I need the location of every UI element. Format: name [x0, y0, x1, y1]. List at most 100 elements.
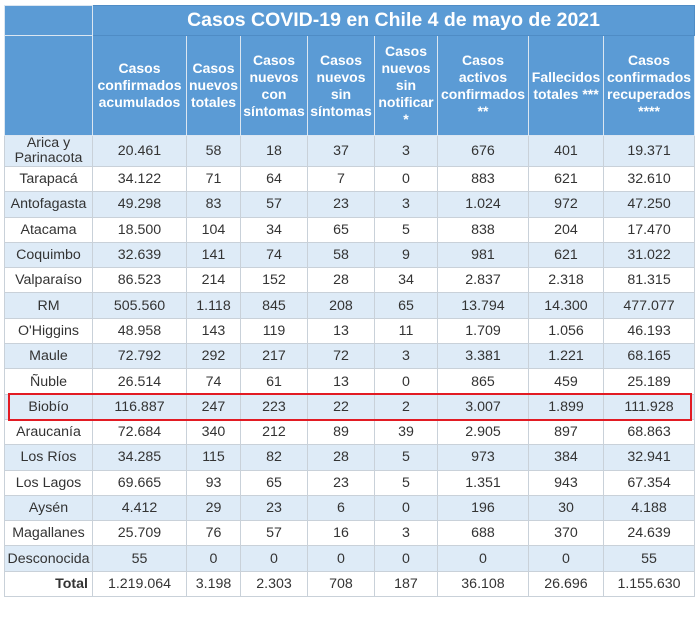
- table-row: Coquimbo 32.639 141 74 58 9 981 621 31.022: [4, 241, 696, 269]
- value-cell: 0: [374, 545, 438, 572]
- column-header: Casos nuevos totales: [186, 35, 241, 136]
- region-cell: Antofagasta: [4, 191, 93, 218]
- value-cell: 57: [240, 520, 308, 547]
- region-cell: Atacama: [4, 216, 93, 243]
- covid-cases-table: Casos COVID-19 en Chile 4 de mayo de 202…: [4, 5, 696, 598]
- value-cell: 82: [240, 444, 308, 471]
- value-cell: 18.500: [92, 216, 187, 243]
- value-cell: 65: [307, 216, 375, 243]
- value-cell: 119: [240, 317, 308, 345]
- value-cell: 19.371: [602, 135, 696, 167]
- value-cell: 0: [437, 545, 529, 572]
- value-cell: 32.610: [602, 165, 696, 193]
- column-header: Casos nuevos sin síntomas: [307, 35, 375, 136]
- value-cell: 65: [240, 469, 308, 496]
- value-cell: 0: [374, 368, 438, 395]
- value-cell: 1.351: [437, 469, 529, 496]
- value-cell: 477.077: [602, 292, 696, 319]
- column-header: Casos confirmados recuperados ****: [602, 35, 696, 136]
- value-cell: 1.024: [437, 191, 529, 218]
- region-header-cell: [4, 35, 93, 136]
- value-cell: 67.354: [602, 469, 696, 496]
- value-cell: 32.941: [602, 444, 696, 471]
- region-cell: Valparaíso: [4, 267, 93, 294]
- total-value-cell: 708: [307, 570, 375, 598]
- total-value-cell: 3.198: [186, 570, 241, 598]
- value-cell: 0: [186, 545, 241, 572]
- value-cell: 0: [528, 545, 604, 572]
- value-cell: 883: [437, 165, 529, 193]
- total-value-cell: 26.696: [528, 570, 604, 598]
- value-cell: 55: [602, 545, 696, 572]
- value-cell: 981: [437, 241, 529, 269]
- value-cell: 401: [528, 135, 604, 167]
- value-cell: 116.887: [92, 393, 187, 420]
- total-value-cell: 187: [374, 570, 438, 598]
- value-cell: 34.122: [92, 165, 187, 193]
- region-cell: Tarapacá: [4, 165, 93, 193]
- value-cell: 3.007: [437, 393, 529, 420]
- table-body: Arica y Parinacota 20.461 58 18 37 3 676 401 19.…: [4, 135, 696, 598]
- value-cell: 2: [374, 393, 438, 420]
- value-cell: 5: [374, 216, 438, 243]
- table-row: Ñuble 26.514 74 61 13 0 865 459 25.189: [4, 368, 696, 395]
- table-row: Tarapacá 34.122 71 64 7 0 883 621 32.610: [4, 165, 696, 193]
- value-cell: 76: [186, 520, 241, 547]
- value-cell: 2.837: [437, 267, 529, 294]
- region-cell: Araucanía: [4, 418, 93, 446]
- total-row: Total 1.219.064 3.198 2.303 708 187 36.108 26.6…: [4, 570, 696, 598]
- column-header: Fallecidos totales ***: [528, 35, 604, 136]
- table-row: Araucanía 72.684 340 212 89 39 2.905 897 68.863: [4, 418, 696, 446]
- total-label: Total: [4, 570, 93, 598]
- region-cell: O'Higgins: [4, 317, 93, 345]
- value-cell: 5: [374, 469, 438, 496]
- value-cell: 505.560: [92, 292, 187, 319]
- column-header: Casos nuevos con síntomas: [240, 35, 308, 136]
- table-row: Desconocida 55 0 0 0 0 0 0 55: [4, 545, 696, 572]
- value-cell: 204: [528, 216, 604, 243]
- value-cell: 3: [374, 520, 438, 547]
- value-cell: 0: [374, 494, 438, 522]
- value-cell: 68.165: [602, 343, 696, 370]
- value-cell: 29: [186, 494, 241, 522]
- value-cell: 214: [186, 267, 241, 294]
- value-cell: 2.905: [437, 418, 529, 446]
- value-cell: 48.958: [92, 317, 187, 345]
- value-cell: 9: [374, 241, 438, 269]
- value-cell: 57: [240, 191, 308, 218]
- value-cell: 688: [437, 520, 529, 547]
- value-cell: 55: [92, 545, 187, 572]
- value-cell: 370: [528, 520, 604, 547]
- value-cell: 72.684: [92, 418, 187, 446]
- table-row: Arica y Parinacota 20.461 58 18 37 3 676 401 19.…: [4, 135, 696, 167]
- value-cell: 30: [528, 494, 604, 522]
- value-cell: 25.189: [602, 368, 696, 395]
- value-cell: 292: [186, 343, 241, 370]
- value-cell: 28: [307, 444, 375, 471]
- value-cell: 74: [186, 368, 241, 395]
- value-cell: 74: [240, 241, 308, 269]
- value-cell: 217: [240, 343, 308, 370]
- value-cell: 25.709: [92, 520, 187, 547]
- value-cell: 34.285: [92, 444, 187, 471]
- value-cell: 20.461: [92, 135, 187, 167]
- value-cell: 2.318: [528, 267, 604, 294]
- value-cell: 23: [307, 469, 375, 496]
- value-cell: 865: [437, 368, 529, 395]
- value-cell: 13: [307, 317, 375, 345]
- value-cell: 61: [240, 368, 308, 395]
- value-cell: 676: [437, 135, 529, 167]
- value-cell: 6: [307, 494, 375, 522]
- value-cell: 23: [307, 191, 375, 218]
- value-cell: 621: [528, 165, 604, 193]
- region-cell: Ñuble: [4, 368, 93, 395]
- value-cell: 83: [186, 191, 241, 218]
- value-cell: 13: [307, 368, 375, 395]
- table-row: Atacama 18.500 104 34 65 5 838 204 17.470: [4, 216, 696, 243]
- value-cell: 1.221: [528, 343, 604, 370]
- value-cell: 37: [307, 135, 375, 167]
- value-cell: 1.709: [437, 317, 529, 345]
- value-cell: 152: [240, 267, 308, 294]
- title-corner-cell: [4, 5, 93, 36]
- value-cell: 4.412: [92, 494, 187, 522]
